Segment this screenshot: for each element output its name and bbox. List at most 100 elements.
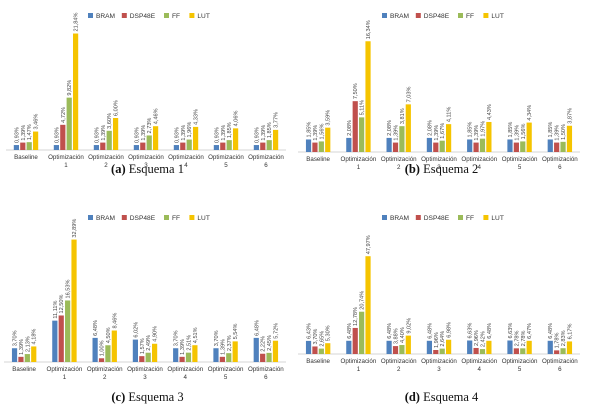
category-label: Baseline (12, 366, 36, 373)
data-label: 1,85% (468, 122, 474, 138)
category-label: Optimización (168, 154, 204, 161)
category-label: 1 (64, 162, 68, 169)
category-label: 3 (437, 366, 441, 373)
bar-bram (93, 145, 99, 150)
bar-dsp48e (140, 142, 146, 150)
data-label: 1,85% (307, 122, 313, 138)
category-label: 5 (224, 374, 228, 381)
data-label: 3,70% (13, 330, 19, 346)
bar-lut (111, 330, 117, 362)
data-label: 3,70% (214, 330, 220, 346)
bar-ff (105, 345, 111, 362)
data-label: 3,46% (34, 114, 40, 130)
legend-swatch-ff (164, 215, 169, 220)
category-label: 3 (143, 374, 147, 381)
data-label: 2,51% (186, 335, 192, 351)
chart-caption: (d) Esquema 4 (294, 390, 589, 405)
bar-ff (520, 141, 526, 152)
bar-dsp48e (473, 142, 479, 152)
category-label: 2 (397, 164, 401, 171)
bar-dsp48e (352, 101, 358, 152)
bar-bram (173, 348, 179, 362)
bar-dsp48e (219, 356, 225, 362)
data-label: 3,77% (274, 112, 280, 128)
legend-label-ff: FF (172, 215, 180, 222)
legend-swatch-ff (458, 215, 463, 220)
data-label: 4,50% (106, 327, 112, 343)
chart-svg: BRAM DSP48E FF LUT 6,43% 3,70% 2,65% 5,30% Basel… (298, 215, 580, 373)
bar-dsp48e (554, 142, 560, 152)
data-label: 6,48% (487, 323, 493, 339)
bar-lut (73, 33, 79, 150)
bar-dsp48e (513, 348, 519, 354)
bar-dsp48e (392, 346, 399, 354)
category-label: 2 (397, 366, 401, 373)
bar-ff (479, 349, 486, 354)
legend-swatch-dsp48e (415, 215, 421, 220)
data-label: 5,30% (326, 325, 332, 341)
bar-lut (153, 126, 159, 150)
bar-lut (113, 118, 119, 150)
legend-label-dsp48e: DSP48E (424, 215, 450, 222)
legend-label-dsp48e: DSP48E (130, 13, 156, 20)
bar-dsp48e (260, 353, 266, 362)
data-label: 1,96% (187, 122, 193, 138)
data-label: 4,72% (61, 107, 67, 123)
bar-ff (226, 353, 232, 362)
category-label: Optimización (461, 156, 497, 163)
bar-dsp48e (18, 356, 24, 362)
bar-lut (232, 341, 238, 362)
data-label: 16,34% (366, 20, 372, 39)
caption-text: Esquema 2 (423, 162, 479, 176)
bar-ff (26, 142, 32, 150)
chart-panel-esquema-2: BRAM DSP48E FF LUT 1,85% 1,39% 1,56% 3,59% Basel… (294, 0, 589, 205)
bar-lut (446, 124, 452, 152)
bar-bram (11, 348, 18, 362)
legend: BRAM DSP48E FF LUT (382, 13, 504, 20)
category-label: 5 (224, 162, 228, 169)
bar-lut (71, 239, 77, 362)
bar-dsp48e (312, 346, 318, 354)
category-label: Optimización (88, 154, 124, 161)
bar-lut (193, 126, 199, 150)
bar-dsp48e (260, 142, 266, 150)
data-label: 1,00% (100, 340, 106, 356)
category-label: 6 (558, 164, 562, 171)
bar-lut (486, 121, 492, 152)
bar-group: 1,85% 1,39% 1,56%3,59% Baseline (305, 110, 332, 163)
legend-swatch-ff (164, 13, 169, 18)
bar-dsp48e (139, 356, 145, 362)
bar-ff (65, 300, 71, 362)
category-label: 2 (103, 374, 107, 381)
data-label: 2,13% (25, 336, 31, 352)
bar-bram (173, 145, 179, 150)
bar-ff (399, 126, 405, 152)
bar-ff (186, 139, 192, 150)
category-label: Optimización (542, 156, 578, 163)
data-label: 7,03% (406, 86, 412, 102)
data-label: 0,93% (254, 127, 260, 143)
data-label: 0,93% (94, 127, 100, 143)
legend-swatch-bram (88, 215, 93, 220)
bar-bram (133, 145, 139, 150)
bar-ff (479, 138, 486, 152)
data-label: 2,37% (227, 335, 233, 351)
bar-ff (266, 352, 272, 362)
bar-bram (346, 340, 352, 354)
data-label: 1,85% (227, 122, 233, 138)
data-label: 3,70% (313, 329, 319, 345)
data-label: 1,39% (221, 125, 227, 141)
bar-dsp48e (433, 142, 439, 152)
legend-label-ff: FF (172, 13, 180, 20)
data-label: 1,85% (548, 122, 554, 138)
data-label: 6,43% (307, 323, 313, 339)
data-label: 4,90% (153, 326, 159, 342)
category-label: 4 (184, 374, 188, 381)
bar-dsp48e (180, 142, 186, 150)
category-label: 3 (437, 164, 441, 171)
